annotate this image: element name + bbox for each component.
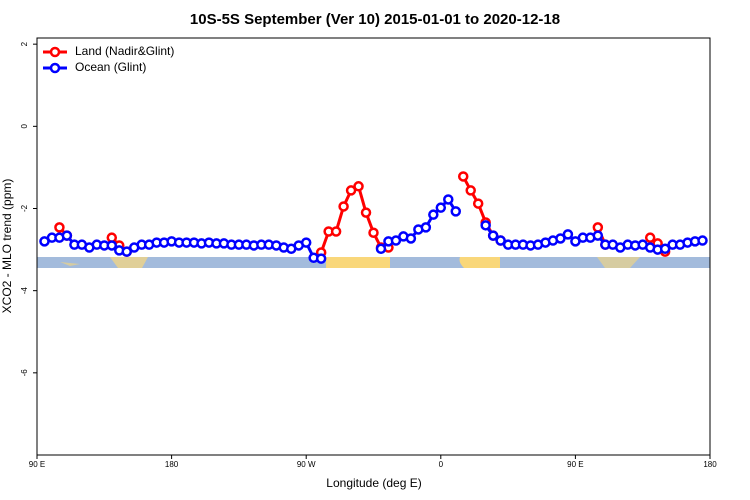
map-strip [37, 257, 710, 268]
data-point [315, 253, 327, 264]
plot-frame [36, 37, 711, 456]
data-point [61, 230, 73, 241]
data-point [562, 229, 574, 240]
legend: Land (Nadir&Glint) Ocean (Glint) [43, 44, 174, 74]
data-point [330, 226, 342, 237]
x-tick-label: 180 [165, 460, 179, 469]
data-point [487, 230, 499, 241]
data-point [390, 235, 402, 246]
legend-marker [49, 62, 61, 74]
y-tick-label: -4 [20, 287, 29, 295]
data-point [405, 233, 417, 244]
x-axis-label: Longitude (deg E) [326, 476, 421, 490]
data-point [592, 222, 604, 233]
chart-title: 10S-5S September (Ver 10) 2015-01-01 to … [190, 11, 560, 28]
data-point [428, 209, 439, 220]
legend-marker [49, 46, 61, 58]
data-point [353, 181, 364, 192]
data-point [345, 185, 357, 196]
data-point [659, 243, 671, 255]
x-tick-label: 0 [439, 460, 444, 469]
data-point [368, 227, 379, 238]
legend-label: Ocean (Glint) [75, 60, 146, 74]
data-point [106, 240, 118, 251]
data-point [555, 233, 566, 244]
data-point [121, 246, 132, 257]
y-tick-label: 0 [20, 124, 29, 129]
y-tick-label: -2 [20, 204, 29, 212]
data-point [495, 235, 506, 246]
x-tick-label: 90 E [567, 460, 583, 469]
data-point [443, 194, 454, 205]
data-point [360, 207, 372, 218]
data-point [375, 243, 387, 255]
x-tick-label: 180 [703, 460, 717, 469]
y-tick-label: -6 [20, 369, 29, 377]
data-point [420, 222, 432, 233]
data-point [592, 230, 604, 241]
data-point [457, 171, 469, 182]
data-point [435, 202, 447, 213]
data-point [480, 220, 491, 231]
data-point [697, 235, 708, 246]
legend-label: Land (Nadir&Glint) [75, 44, 174, 58]
data-point [644, 232, 656, 243]
data-point [338, 201, 349, 212]
data-point [465, 185, 476, 196]
data-point [450, 206, 462, 217]
data-point [54, 222, 65, 233]
x-tick-label: 90 W [297, 460, 316, 469]
data-point [300, 237, 312, 248]
y-tick-label: 2 [20, 41, 29, 46]
data-point [472, 198, 484, 209]
x-tick-label: 90 E [29, 460, 45, 469]
y-axis-label: XCO2 - MLO trend (ppm) [0, 179, 14, 314]
